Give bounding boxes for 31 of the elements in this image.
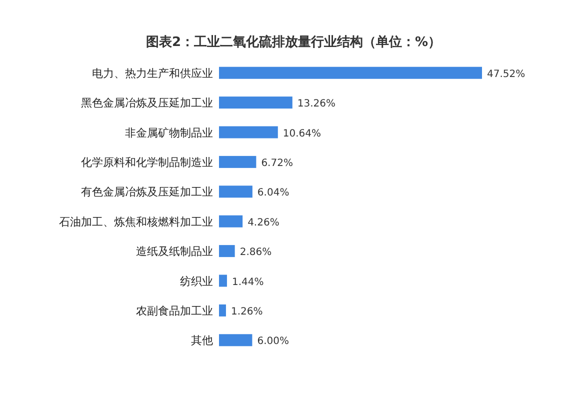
y-tick-label: 其他 [191,334,213,348]
data-label: 47.52% [487,68,526,80]
y-tick-label: 电力、热力生产和供应业 [92,66,213,80]
data-label: 6.00% [257,336,289,348]
data-label: 6.72% [261,158,293,169]
data-label: 4.26% [248,217,280,228]
y-tick-label: 有色金属冶炼及压延加工业 [81,186,213,199]
bar [219,274,227,287]
bar [219,245,235,258]
bar [219,215,243,228]
y-tick-label: 农副食品加工业 [136,304,213,318]
y-tick-label: 石油加工、炼焦和核燃料加工业 [59,215,213,228]
data-label: 1.44% [232,276,264,288]
bar [219,156,256,168]
bar [219,334,252,346]
y-tick-label: 化学原料和化学制品制造业 [81,156,213,169]
bar [219,304,226,316]
bar [219,126,278,138]
chart-title: 图表2：工业二氧化硫排放量行业结构（单位：%） [146,34,442,50]
y-tick-label: 非金属矿物制品业 [125,126,213,140]
data-label: 2.86% [240,247,272,258]
y-tick-label: 造纸及纸制品业 [136,245,213,258]
bar [219,96,292,109]
data-label: 1.26% [230,306,263,318]
data-label: 6.04% [257,188,290,199]
data-label: 10.64% [282,128,322,140]
data-label: 13.26% [297,98,336,110]
bar [219,186,252,198]
y-tick-label: 纺织业 [180,274,213,288]
y-tick-label: 黑色金属冶炼及压延加工业 [81,96,213,110]
bar [219,66,482,79]
